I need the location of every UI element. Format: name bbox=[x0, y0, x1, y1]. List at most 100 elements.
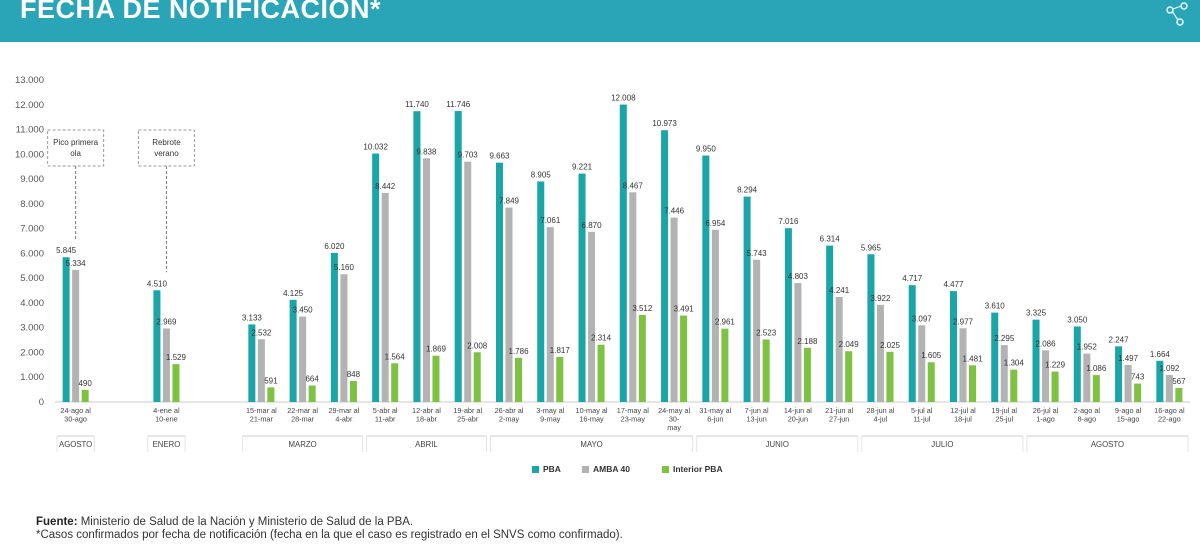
x-tick-label: 12-abr al bbox=[412, 406, 441, 415]
y-tick-label: 2.000 bbox=[20, 347, 44, 358]
bar-interior-pba bbox=[349, 380, 357, 402]
x-tick-label: 8-ago bbox=[1077, 415, 1096, 424]
legend-swatch bbox=[662, 466, 669, 473]
month-label: ABRIL bbox=[415, 440, 438, 449]
y-tick-label: 12.000 bbox=[15, 100, 44, 111]
bar-value-label: 3.922 bbox=[870, 294, 891, 303]
bar-value-label: 848 bbox=[347, 370, 361, 379]
source-line: Fuente: Ministerio de Salud de la Nación… bbox=[36, 516, 623, 529]
bar-amba-40 bbox=[918, 325, 926, 402]
x-tick-label: 25-jul bbox=[995, 415, 1013, 424]
bar-interior-pba bbox=[515, 357, 523, 402]
x-tick-label: 20-jun bbox=[788, 415, 808, 424]
cases-bar-chart: 0 1.000 2.000 3.000 4.000 5.000 6.000 7.000 8.00… bbox=[15, 75, 1190, 474]
bar-interior-pba bbox=[803, 347, 811, 402]
x-tick-label: 18-jul bbox=[954, 415, 972, 424]
bar-value-label: 2.977 bbox=[953, 317, 974, 326]
x-tick-label: 22-mar al bbox=[287, 406, 318, 415]
bar-value-label: 490 bbox=[78, 379, 92, 388]
bar-value-label: 591 bbox=[264, 376, 278, 385]
x-tick-label: 15-ago bbox=[1117, 415, 1140, 424]
bar-value-label: 1.869 bbox=[426, 345, 447, 354]
bar-amba-40 bbox=[299, 316, 307, 402]
bar-amba-40 bbox=[1124, 364, 1132, 402]
bar-value-label: 11.740 bbox=[405, 100, 429, 109]
bar-value-label: 8.905 bbox=[531, 170, 552, 179]
x-tick-label: 4-ene al bbox=[153, 406, 180, 415]
month-label: JULIO bbox=[931, 440, 953, 449]
x-tick-label: 30-ago bbox=[64, 415, 87, 424]
bar-value-label: 10.973 bbox=[652, 119, 677, 128]
x-tick-label: 2-may bbox=[499, 415, 520, 424]
bar-pba bbox=[661, 130, 669, 403]
bar-value-label: 664 bbox=[305, 375, 319, 384]
annotation-box bbox=[47, 129, 105, 167]
bar-pba bbox=[454, 111, 462, 403]
bar-value-label: 1.304 bbox=[1004, 359, 1025, 368]
bar-amba-40 bbox=[629, 192, 637, 402]
bar-interior-pba bbox=[721, 328, 729, 402]
bar-interior-pba bbox=[473, 352, 481, 402]
bar-value-label: 1.529 bbox=[166, 353, 187, 362]
bar-amba-40 bbox=[1083, 353, 1091, 402]
bar-value-label: 5.743 bbox=[747, 249, 768, 258]
bar-value-label: 9.221 bbox=[572, 163, 593, 172]
y-tick-label: 13.000 bbox=[15, 75, 44, 86]
bar-value-label: 3.050 bbox=[1067, 315, 1088, 324]
y-tick-label: 4.000 bbox=[20, 298, 44, 309]
x-tick-label: 1-ago bbox=[1036, 415, 1055, 424]
bar-value-label: 1.086 bbox=[1086, 364, 1107, 373]
y-tick-label: 6.000 bbox=[20, 248, 44, 259]
bar-value-label: 8.442 bbox=[375, 182, 396, 191]
bar-amba-40 bbox=[711, 229, 719, 402]
bar-value-label: 5.965 bbox=[861, 243, 882, 252]
x-tick-label: 9-ago al bbox=[1115, 406, 1142, 415]
bar-pba bbox=[495, 162, 503, 402]
bar-value-label: 2.025 bbox=[880, 341, 901, 350]
bar-value-label: 5.845 bbox=[56, 246, 77, 255]
bar-value-label: 12.008 bbox=[611, 94, 636, 103]
bar-interior-pba bbox=[680, 315, 688, 402]
y-tick-label: 1.000 bbox=[20, 372, 44, 383]
bar-value-label: 3.450 bbox=[293, 306, 314, 315]
bar-value-label: 6.314 bbox=[820, 235, 841, 244]
x-tick-label: 19-jul al bbox=[991, 406, 1017, 415]
x-tick-label: 11-jul bbox=[913, 415, 931, 424]
bar-pba bbox=[949, 291, 957, 402]
bar-interior-pba bbox=[432, 355, 440, 402]
y-tick-label: 3.000 bbox=[20, 323, 44, 334]
bar-pba bbox=[991, 312, 999, 402]
bar-interior-pba bbox=[969, 365, 977, 402]
bar-value-label: 4.477 bbox=[943, 280, 964, 289]
bar-value-label: 7.016 bbox=[778, 217, 799, 226]
bar-amba-40 bbox=[1042, 350, 1050, 402]
bar-interior-pba bbox=[267, 387, 275, 402]
x-tick-label: 31-may al bbox=[699, 406, 731, 415]
bar-interior-pba bbox=[1051, 371, 1059, 402]
bar-amba-40 bbox=[1000, 345, 1008, 402]
bar-value-label: 2.314 bbox=[591, 334, 612, 343]
bar-interior-pba bbox=[172, 364, 180, 402]
bar-pba bbox=[289, 299, 297, 402]
x-tick-label: 5-jul al bbox=[911, 406, 933, 415]
bar-value-label: 3.097 bbox=[912, 314, 933, 323]
bar-interior-pba bbox=[597, 344, 605, 402]
bar-pba bbox=[372, 153, 380, 402]
bar-amba-40 bbox=[670, 217, 678, 402]
bar-value-label: 1.605 bbox=[921, 351, 942, 360]
bar-value-label: 7.446 bbox=[664, 207, 685, 216]
bar-value-label: 7.849 bbox=[499, 197, 520, 206]
footnote: *Casos confirmados por fecha de notifica… bbox=[36, 529, 623, 541]
bar-value-label: 2.188 bbox=[797, 337, 818, 346]
annotation-text: verano bbox=[154, 149, 179, 158]
bar-amba-40 bbox=[588, 231, 596, 402]
y-tick-label: 10.000 bbox=[15, 149, 44, 160]
bar-amba-40 bbox=[422, 158, 430, 402]
bar-amba-40 bbox=[1165, 374, 1173, 402]
bar-interior-pba bbox=[762, 339, 770, 402]
x-tick-label: 25-abr bbox=[457, 415, 479, 424]
x-tick-label: 17-may al bbox=[617, 406, 649, 415]
bar-value-label: 4.717 bbox=[902, 274, 923, 283]
bar-value-label: 2.523 bbox=[756, 329, 777, 338]
bar-pba bbox=[537, 181, 545, 402]
